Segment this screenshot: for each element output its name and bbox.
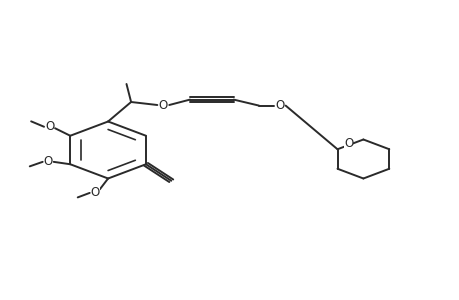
Text: O: O [274,99,284,112]
Text: O: O [343,137,353,150]
Text: O: O [158,98,168,112]
Text: O: O [90,186,100,200]
Text: O: O [45,120,54,133]
Text: O: O [44,155,53,168]
